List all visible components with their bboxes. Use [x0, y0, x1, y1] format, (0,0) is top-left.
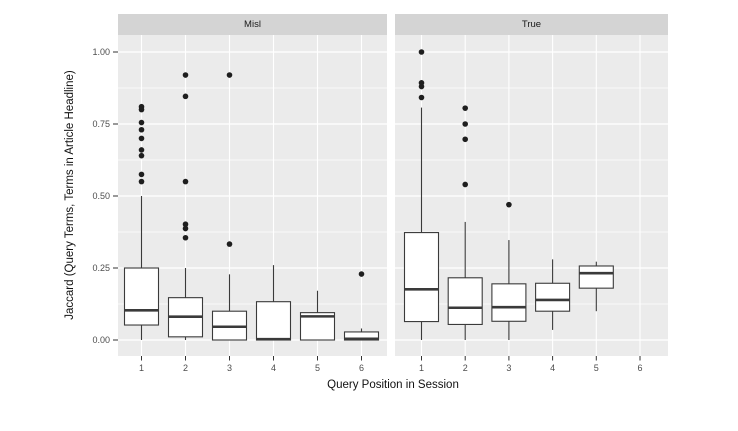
facet-strip-label: True: [521, 19, 542, 30]
outlier-dot: [418, 94, 425, 101]
outlier-dot: [138, 178, 145, 185]
outlier-dot: [138, 171, 145, 178]
box-true-1: [403, 232, 440, 323]
x-tick-label: 3: [506, 363, 511, 373]
box-misl-1: [123, 267, 160, 326]
box-true-2: [447, 277, 483, 325]
x-tick-label: 5: [315, 363, 320, 373]
outlier-dot: [182, 93, 189, 100]
outlier-dot: [138, 103, 145, 110]
outlier-dot: [182, 221, 189, 228]
y-tick-label: 0.25: [92, 263, 110, 273]
box-true-3: [491, 283, 527, 322]
outlier-dot: [462, 136, 469, 143]
x-tick-label: 2: [463, 363, 468, 373]
outlier-dot: [138, 135, 145, 142]
outlier-dot: [182, 225, 189, 232]
x-axis-title: Query Position in Session: [327, 379, 459, 391]
outlier-dot: [418, 49, 425, 55]
box-true-5: [578, 265, 614, 289]
facet-strip-misl: Misl: [118, 14, 387, 35]
outlier-dot: [138, 126, 145, 133]
x-tick-label: 1: [139, 363, 144, 373]
outlier-dot: [138, 147, 145, 153]
x-tick-label: 4: [271, 363, 276, 373]
x-tick-label: 2: [183, 363, 188, 373]
y-tick-label: 0.00: [92, 335, 110, 345]
y-tick-label: 0.75: [92, 119, 110, 129]
y-tick-label: 1.00: [92, 47, 110, 57]
outlier-dot: [182, 234, 189, 241]
outlier-dot: [138, 152, 145, 159]
outlier-dot: [462, 181, 469, 188]
outlier-dot: [418, 80, 425, 86]
outlier-dot: [462, 105, 469, 111]
x-tick-label: 1: [419, 363, 424, 373]
outlier-dot: [358, 271, 365, 277]
facet-strip-label: Misl: [244, 19, 261, 30]
outlier-dot: [462, 121, 469, 127]
x-tick-label: 6: [637, 363, 642, 373]
x-tick-label: 3: [227, 363, 232, 373]
y-axis-title: Jaccard (Query Terms, Terms in Article H…: [64, 70, 76, 320]
outlier-dot: [506, 201, 512, 208]
outlier-dot: [182, 72, 189, 78]
outlier-dot: [138, 119, 145, 126]
outlier-dot: [226, 241, 233, 247]
box-true-4: [535, 282, 571, 312]
x-tick-label: 6: [359, 363, 364, 373]
outlier-dot: [226, 72, 233, 78]
y-tick-label: 0.50: [92, 191, 110, 201]
outlier-dot: [182, 178, 189, 185]
x-tick-label: 4: [550, 363, 555, 373]
facet-strip-true: True: [395, 14, 668, 35]
box-misl-4: [255, 301, 292, 341]
x-tick-label: 5: [594, 363, 599, 373]
